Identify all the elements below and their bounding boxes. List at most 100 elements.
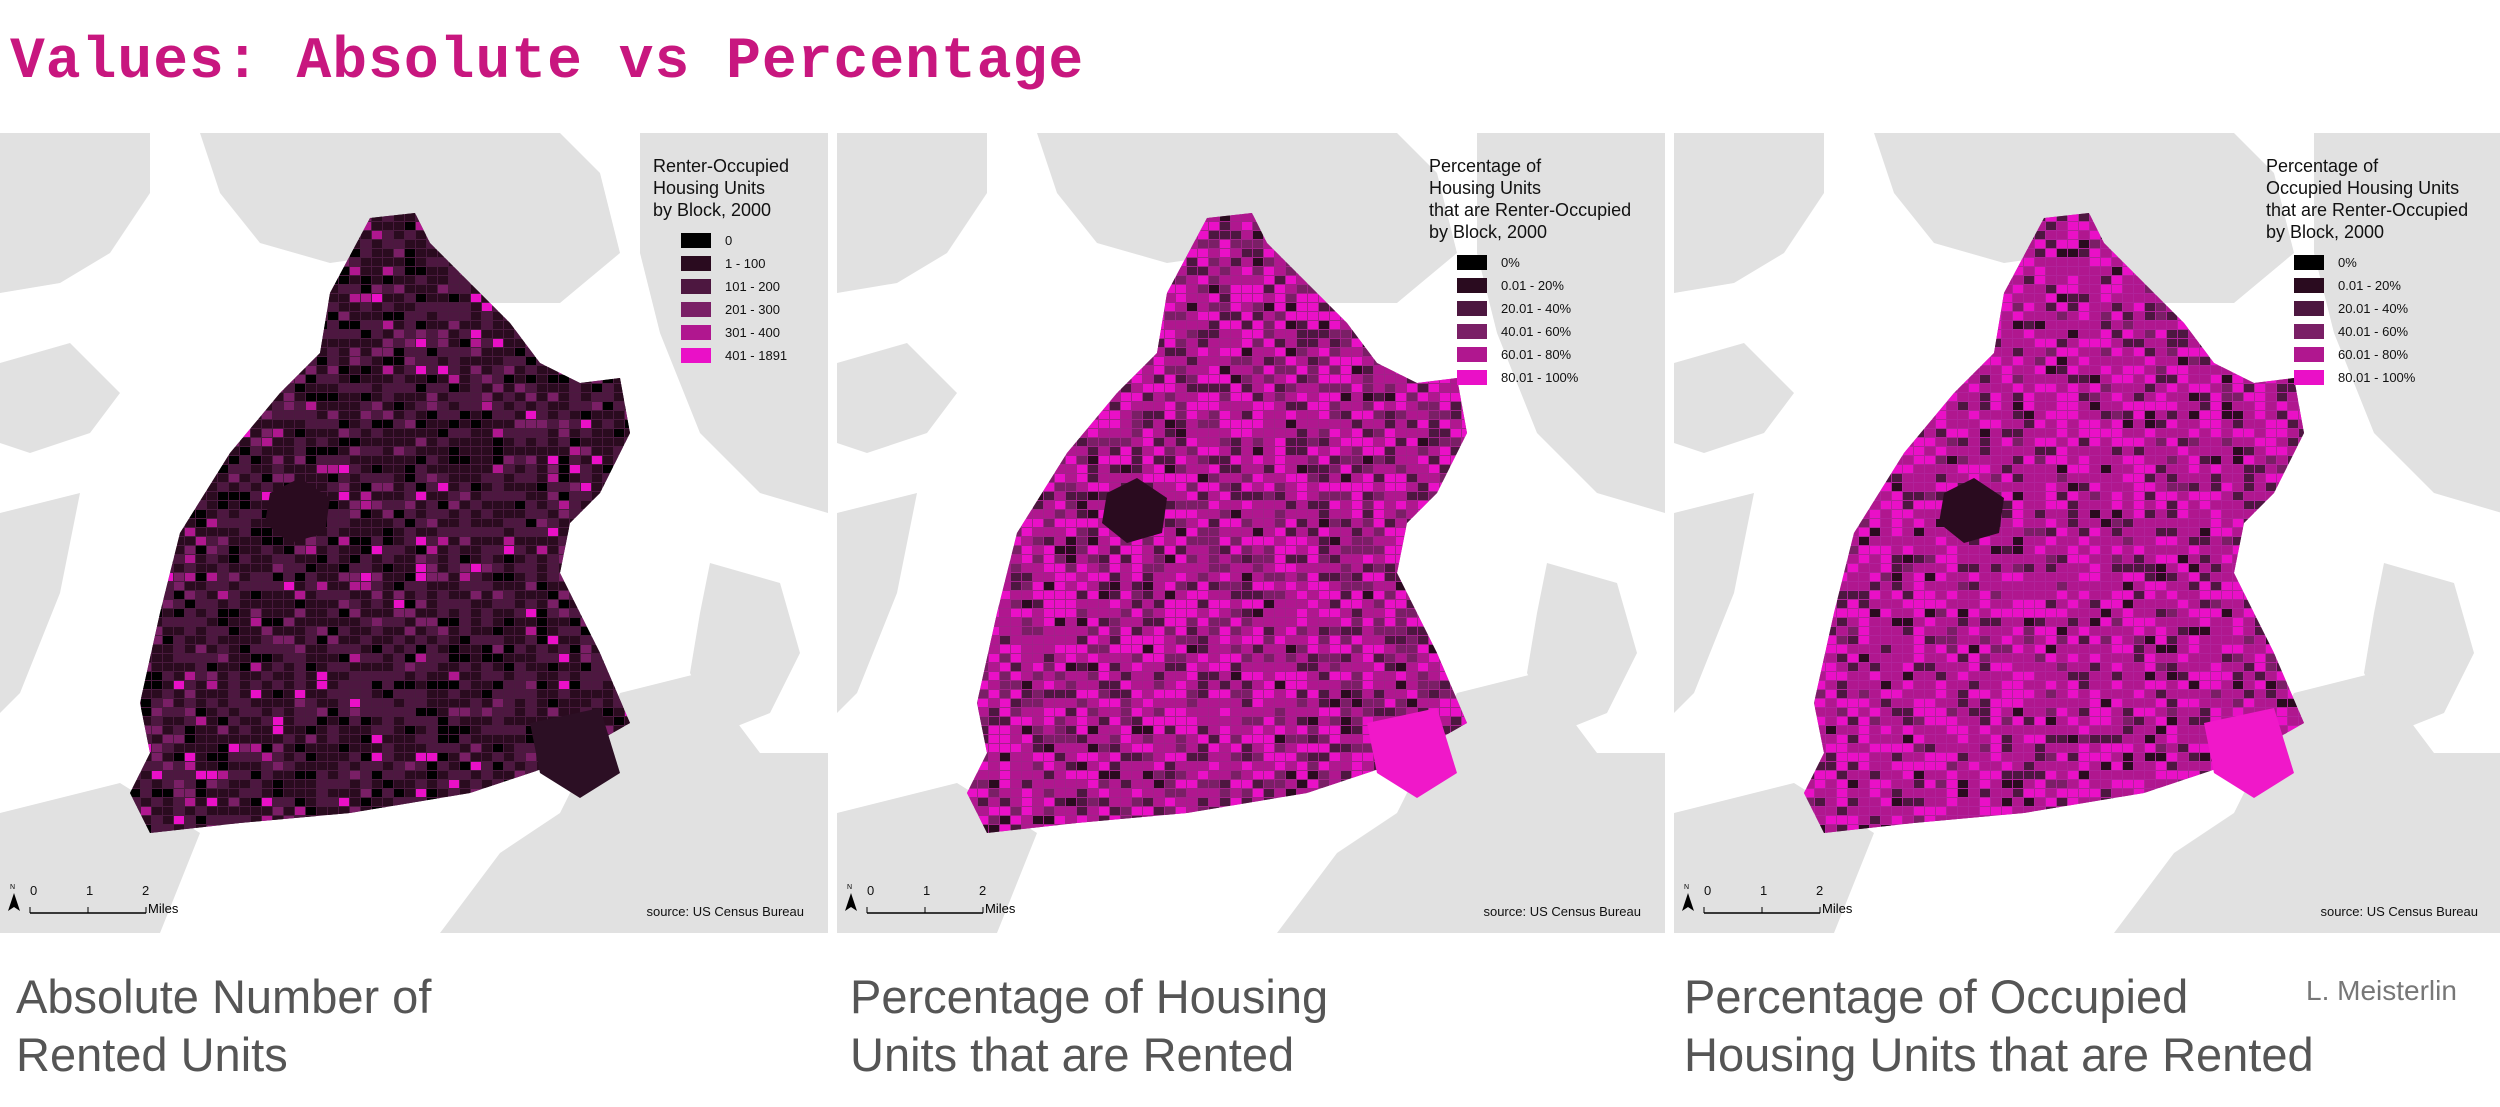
legend-item: 1 - 100 xyxy=(681,252,789,275)
legend-label: 0.01 - 20% xyxy=(1501,277,1564,293)
land-mass-2 xyxy=(640,133,828,513)
scale-unit: Miles xyxy=(148,901,179,916)
legend-item: 0.01 - 20% xyxy=(1457,274,1631,297)
map-legend: Percentage of Occupied Housing Units tha… xyxy=(2266,155,2468,389)
north-arrow-icon: N xyxy=(845,884,984,914)
land-mass-3 xyxy=(837,343,957,453)
land-mass-2 xyxy=(1477,133,1665,513)
scale-unit: Miles xyxy=(1822,901,1853,916)
legend-item: 40.01 - 60% xyxy=(1457,320,1631,343)
legend-swatch xyxy=(681,348,711,363)
legend-item: 0% xyxy=(2294,251,2468,274)
source-note: source: US Census Bureau xyxy=(1483,904,1641,919)
legend-label: 60.01 - 80% xyxy=(2338,346,2409,362)
scale-tick: 2 xyxy=(142,883,150,898)
legend-item: 301 - 400 xyxy=(681,321,789,344)
prospect-park xyxy=(265,478,330,543)
land-mass-5 xyxy=(690,563,800,733)
land-mass-0 xyxy=(1674,133,1824,293)
legend-swatch xyxy=(2294,278,2324,293)
legend-swatch xyxy=(681,302,711,317)
legend-item: 20.01 - 40% xyxy=(1457,297,1631,320)
legend-swatch xyxy=(681,279,711,294)
large-tract-feature xyxy=(1367,708,1457,798)
land-mass-4 xyxy=(837,493,917,713)
legend-label: 0 xyxy=(725,232,733,248)
source-note: source: US Census Bureau xyxy=(646,904,804,919)
scale-bar: N 0 1 2 Miles xyxy=(8,883,208,923)
legend-title: Percentage of Housing Units that are Ren… xyxy=(1429,156,1632,242)
scale-tick: 1 xyxy=(86,883,94,898)
scale-tick: 1 xyxy=(923,883,931,898)
land-mass-2 xyxy=(2314,133,2500,513)
map-canvas xyxy=(837,133,1665,933)
legend-label: 20.01 - 40% xyxy=(2338,300,2409,316)
legend-swatch xyxy=(2294,255,2324,270)
source-note: source: US Census Bureau xyxy=(2320,904,2478,919)
legend-label: 40.01 - 60% xyxy=(1501,323,1572,339)
legend-swatch xyxy=(1457,255,1487,270)
north-arrow-icon: N xyxy=(1682,884,1821,914)
scale-tick: 1 xyxy=(1760,883,1768,898)
legend-swatch xyxy=(2294,347,2324,362)
legend-swatch xyxy=(2294,301,2324,316)
legend-item: 401 - 1891 xyxy=(681,344,789,367)
legend-label: 80.01 - 100% xyxy=(2338,369,2416,385)
land-mass-5 xyxy=(1527,563,1637,733)
legend-label: 201 - 300 xyxy=(725,301,780,317)
large-tract-feature xyxy=(2204,708,2294,798)
legend-label: 1 - 100 xyxy=(725,255,766,271)
land-mass-3 xyxy=(1674,343,1794,453)
land-mass-3 xyxy=(0,343,120,453)
legend-label: 0% xyxy=(2338,254,2357,270)
map-legend: Percentage of Housing Units that are Ren… xyxy=(1429,155,1631,389)
legend-title: Percentage of Occupied Housing Units tha… xyxy=(2266,156,2469,242)
map-canvas xyxy=(1674,133,2500,933)
slide-title: Values: Absolute vs Percentage xyxy=(10,30,1085,95)
legend-label: 401 - 1891 xyxy=(725,347,788,363)
map-panel-absolute: Renter-Occupied Housing Units by Block, … xyxy=(0,133,828,933)
legend-item: 0.01 - 20% xyxy=(2294,274,2468,297)
legend-swatch xyxy=(681,233,711,248)
land-mass-0 xyxy=(0,133,150,293)
legend-swatch xyxy=(1457,301,1487,316)
legend-item: 0% xyxy=(1457,251,1631,274)
prospect-park xyxy=(1939,478,2004,543)
legend-label: 0.01 - 20% xyxy=(2338,277,2401,293)
land-mass-6 xyxy=(2114,673,2500,933)
legend-swatch xyxy=(2294,370,2324,385)
legend-item: 0 xyxy=(681,229,789,252)
legend-label: 20.01 - 40% xyxy=(1501,300,1572,316)
legend-swatch xyxy=(1457,324,1487,339)
land-mass-6 xyxy=(440,673,828,933)
scale-tick: 2 xyxy=(979,883,987,898)
large-tract-feature xyxy=(530,708,620,798)
legend-title: Renter-Occupied Housing Units by Block, … xyxy=(653,156,790,220)
svg-text:N: N xyxy=(10,884,15,891)
legend-item: 201 - 300 xyxy=(681,298,789,321)
legend-item: 80.01 - 100% xyxy=(1457,366,1631,389)
legend-item: 101 - 200 xyxy=(681,275,789,298)
legend-label: 60.01 - 80% xyxy=(1501,346,1572,362)
legend-item: 40.01 - 60% xyxy=(2294,320,2468,343)
land-mass-5 xyxy=(2364,563,2474,733)
legend-swatch xyxy=(681,325,711,340)
land-mass-4 xyxy=(1674,493,1754,713)
legend-swatch xyxy=(2294,324,2324,339)
legend-swatch xyxy=(1457,370,1487,385)
author-credit: L. Meisterlin xyxy=(2306,975,2457,1006)
scale-tick: 0 xyxy=(1704,883,1712,898)
land-mass-4 xyxy=(0,493,80,713)
caption-percent-housing: Percentage of Housing Units that are Ren… xyxy=(850,970,1329,1081)
scale-tick: 2 xyxy=(1816,883,1824,898)
legend-label: 301 - 400 xyxy=(725,324,780,340)
legend-swatch xyxy=(1457,278,1487,293)
legend-label: 101 - 200 xyxy=(725,278,780,294)
legend-swatch xyxy=(1457,347,1487,362)
map-legend: Renter-Occupied Housing Units by Block, … xyxy=(653,155,789,367)
scale-tick: 0 xyxy=(30,883,38,898)
scale-unit: Miles xyxy=(985,901,1016,916)
prospect-park xyxy=(1102,478,1167,543)
legend-item: 60.01 - 80% xyxy=(2294,343,2468,366)
legend-item: 60.01 - 80% xyxy=(1457,343,1631,366)
